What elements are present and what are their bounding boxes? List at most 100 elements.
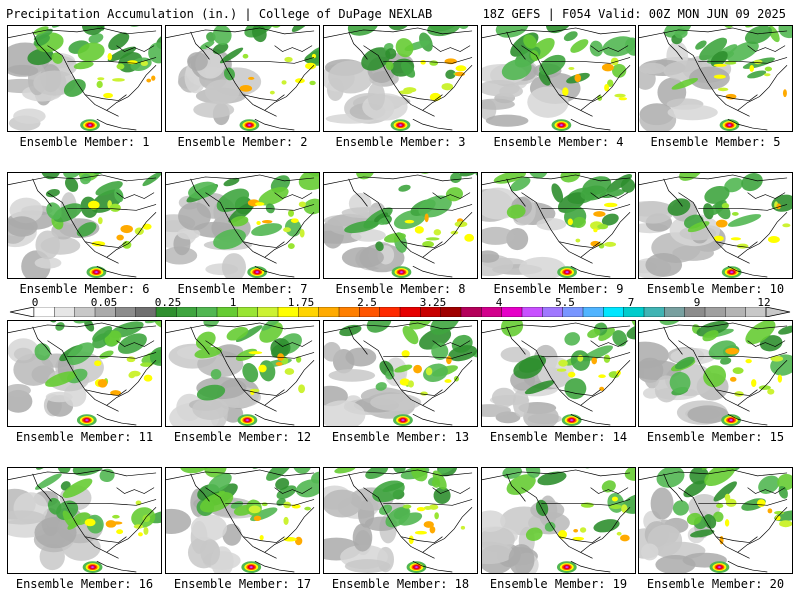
ensemble-member-map: [323, 25, 478, 132]
color-scale-swatch: [664, 307, 686, 317]
color-scale-tick-label: 4: [495, 296, 503, 309]
color-scale-swatch: [196, 307, 218, 317]
color-scale-swatch: [155, 307, 177, 317]
ensemble-member-label: Ensemble Member: 5: [650, 135, 781, 149]
ensemble-member-label: Ensemble Member: 18: [331, 577, 470, 591]
color-scale-swatch: [277, 307, 299, 317]
ensemble-member-map: [165, 320, 320, 427]
ensemble-member-label: Ensemble Member: 8: [335, 282, 466, 296]
ensemble-member-label: Ensemble Member: 7: [177, 282, 308, 296]
model-run-info: 18Z GEFS | F054 Valid: 00Z MON JUN 09 20…: [482, 7, 786, 21]
color-scale-arrow-low: [9, 307, 35, 317]
precipitation-map-image: [639, 321, 792, 426]
ensemble-member-label: Ensemble Member: 9: [493, 282, 624, 296]
ensemble-member-map: [7, 172, 162, 279]
ensemble-member-map: [165, 467, 320, 574]
precipitation-map-image: [324, 173, 477, 278]
color-scale-tick-label: 0.05: [90, 296, 118, 309]
color-scale-tick-label: 9: [693, 296, 701, 309]
precipitation-map-image: [8, 468, 161, 573]
ensemble-member-map: [323, 172, 478, 279]
ensemble-member-map: [481, 25, 636, 132]
color-scale-swatch: [582, 307, 604, 317]
ensemble-member-label: Ensemble Member: 19: [489, 577, 628, 591]
color-scale-swatch: [745, 307, 767, 317]
color-scale-tick-label: 7: [627, 296, 635, 309]
color-scale-tick-label: 2.5: [357, 296, 377, 309]
color-scale-swatch: [623, 307, 645, 317]
precipitation-map-image: [482, 468, 635, 573]
ensemble-member-label: Ensemble Member: 12: [173, 430, 312, 444]
precipitation-map-image: [639, 26, 792, 131]
ensemble-member-map: [165, 25, 320, 132]
precipitation-map-image: [482, 173, 635, 278]
ensemble-member-label: Ensemble Member: 20: [646, 577, 785, 591]
color-scale-swatch: [94, 307, 116, 317]
precipitation-map-image: [8, 26, 161, 131]
precipitation-map-image: [639, 468, 792, 573]
ensemble-member-label: Ensemble Member: 15: [646, 430, 785, 444]
color-scale-swatch: [298, 307, 320, 317]
ensemble-member-map: [323, 467, 478, 574]
color-scale-swatch: [237, 307, 259, 317]
ensemble-member-map: [7, 25, 162, 132]
precipitation-map-image: [166, 26, 319, 131]
color-scale-bar: [9, 307, 791, 317]
color-scale-swatch: [54, 307, 76, 317]
color-scale-tick-label: 0.25: [154, 296, 182, 309]
ensemble-member-map: [7, 320, 162, 427]
ensemble-member-label: Ensemble Member: 3: [335, 135, 466, 149]
ensemble-member-map: [323, 320, 478, 427]
color-scale-tick-label: 0: [31, 296, 39, 309]
color-scale-swatch: [501, 307, 523, 317]
color-scale-swatch: [420, 307, 442, 317]
color-scale-swatch: [379, 307, 401, 317]
ensemble-member-label: Ensemble Member: 13: [331, 430, 470, 444]
color-scale-swatch: [399, 307, 421, 317]
color-scale-swatch: [684, 307, 706, 317]
precipitation-map-image: [639, 173, 792, 278]
ensemble-member-map: [7, 467, 162, 574]
color-scale-swatch: [542, 307, 564, 317]
ensemble-member-map: [638, 172, 793, 279]
ensemble-member-label: Ensemble Member: 16: [15, 577, 154, 591]
precipitation-map-image: [324, 321, 477, 426]
precipitation-map-image: [166, 173, 319, 278]
ensemble-member-map: [165, 172, 320, 279]
color-scale-swatch: [643, 307, 665, 317]
color-scale-swatch: [725, 307, 747, 317]
color-scale-tick-label: 5.5: [555, 296, 575, 309]
color-scale-swatch: [562, 307, 584, 317]
color-scale-swatch: [704, 307, 726, 317]
ensemble-member-map: [481, 320, 636, 427]
color-scale-swatch: [440, 307, 462, 317]
color-scale-swatch: [176, 307, 198, 317]
color-scale-swatch: [521, 307, 543, 317]
ensemble-member-map: [638, 320, 793, 427]
ensemble-member-label: Ensemble Member: 6: [19, 282, 150, 296]
color-scale-swatch: [257, 307, 279, 317]
color-scale-swatch: [338, 307, 360, 317]
ensemble-member-label: Ensemble Member: 1: [19, 135, 150, 149]
color-scale-swatch: [603, 307, 625, 317]
ensemble-member-label: Ensemble Member: 10: [646, 282, 785, 296]
ensemble-member-label: Ensemble Member: 17: [173, 577, 312, 591]
color-scale-swatch: [74, 307, 96, 317]
precipitation-map-image: [166, 468, 319, 573]
color-scale-arrow-high: [765, 307, 791, 317]
color-scale-swatch: [481, 307, 503, 317]
color-scale: 0 0.05 0.25 1 1.75 2.5 3.25 4 5.5 7 9 12: [0, 296, 800, 318]
precipitation-map-image: [482, 321, 635, 426]
color-scale-swatch: [460, 307, 482, 317]
precipitation-map-image: [166, 321, 319, 426]
ensemble-member-map: [481, 172, 636, 279]
chart-title: Precipitation Accumulation (in.) | Colle…: [6, 7, 433, 21]
ensemble-member-label: Ensemble Member: 2: [177, 135, 308, 149]
color-scale-swatch: [318, 307, 340, 317]
precipitation-map-image: [324, 26, 477, 131]
ensemble-member-label: Ensemble Member: 4: [493, 135, 624, 149]
ensemble-member-label: Ensemble Member: 14: [489, 430, 628, 444]
precipitation-map-image: [8, 173, 161, 278]
color-scale-tick-label: 1: [229, 296, 237, 309]
precipitation-map-image: [8, 321, 161, 426]
